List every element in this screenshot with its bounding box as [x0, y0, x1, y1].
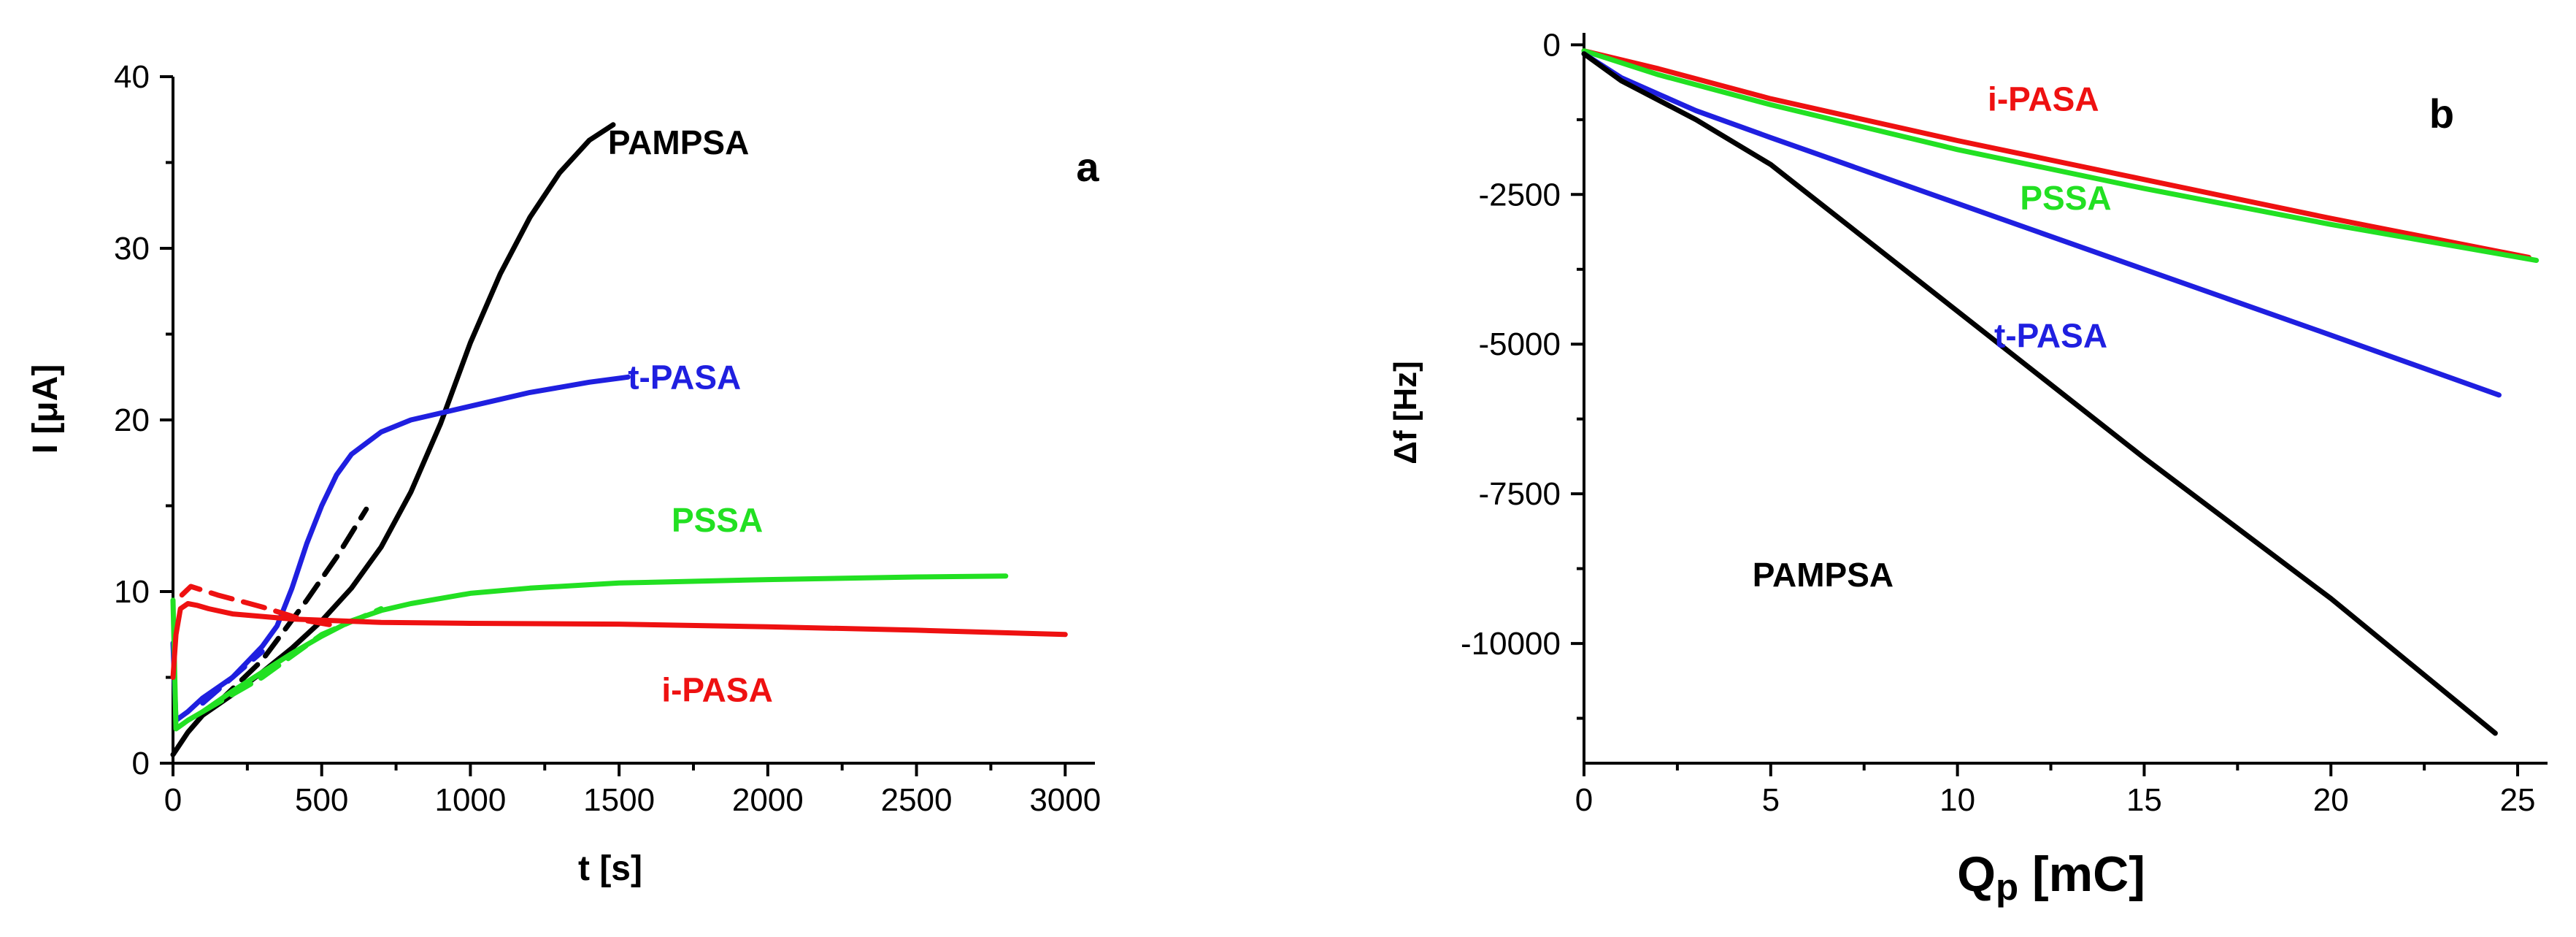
panel-b-x-tick-label: 10	[1939, 782, 1975, 818]
panel-a-series-i-pasa-dashed	[179, 584, 339, 629]
panel-a-series-pampsa	[170, 122, 616, 757]
panel-b-y-tick-label: -7500	[1478, 476, 1561, 512]
panel-a-y-tick-label: 20	[114, 402, 150, 438]
panel-b-series-pssa	[1581, 48, 2540, 263]
panel-a-chart: 0 500 1000 1500 2000 2500 3000 0 10 20 30 40 PAMPSA t…	[26, 59, 1101, 888]
panel-a-series-t-pasa-dashed	[200, 649, 265, 706]
panel-b-letter: b	[2429, 91, 2454, 137]
panel-a-series-i-pasa	[170, 601, 1068, 680]
panel-a-x-tick-label: 500	[295, 782, 348, 818]
panel-a-y-tick-label: 40	[114, 59, 150, 95]
panel-a-x-tick-label: 0	[164, 782, 182, 818]
panel-b-series-pampsa	[1581, 51, 2498, 736]
panel-b-label-t-pasa: t-PASA	[1994, 316, 2107, 354]
panel-b-series-t-pasa	[1581, 51, 2502, 398]
panel-b-x-tick-label: 25	[2500, 782, 2536, 818]
panel-a-y-tick-label: 0	[132, 746, 150, 781]
panel-b-chart: 0 5 10 15 20 25 0 -2500 -5000 -7500 -10000 i-PASA PS…	[1388, 27, 2548, 908]
panel-a-label-i-pasa: i-PASA	[661, 670, 773, 708]
panel-b-label-i-pasa: i-PASA	[1988, 80, 2099, 118]
panel-b-label-pampsa: PAMPSA	[1753, 556, 1893, 594]
panel-a-x-tick-label: 2500	[881, 782, 953, 818]
panel-a-y-axis-label: I [μA]	[26, 364, 65, 454]
panel-b-y-axis-label: Δf [Hz]	[1388, 361, 1423, 464]
panel-a-x-tick-label: 2000	[732, 782, 804, 818]
panel-a-y-tick-label: 30	[114, 231, 150, 267]
panel-a-label-t-pasa: t-PASA	[628, 359, 741, 397]
panel-a-y-tick-label: 10	[114, 574, 150, 610]
panel-a-x-tick-label: 3000	[1029, 782, 1101, 818]
panel-a-series-pampsa-dashed	[215, 506, 369, 706]
panel-a-label-pampsa: PAMPSA	[608, 123, 749, 161]
panel-b-x-axis-label: Qp [mC]	[1957, 846, 2145, 908]
panel-b-y-tick-label: -10000	[1461, 626, 1561, 662]
panel-a-x-tick-label: 1000	[434, 782, 506, 818]
panel-b-x-tick-label: 15	[2126, 782, 2162, 818]
panel-b-x-tick-label: 0	[1575, 782, 1593, 818]
panel-b-x-tick-label: 20	[2313, 782, 2349, 818]
panel-b-series-i-pasa	[1581, 48, 2531, 260]
panel-b-x-tick-label: 5	[1762, 782, 1780, 818]
panel-a-label-pssa: PSSA	[672, 501, 763, 539]
panel-b-y-tick-label: 0	[1543, 27, 1561, 63]
panel-b-label-pssa: PSSA	[2020, 179, 2111, 217]
panel-b-y-tick-label: -2500	[1478, 177, 1561, 213]
panel-a-x-axis-label: t [s]	[578, 849, 642, 888]
panel-a-letter: a	[1076, 144, 1099, 190]
panel-b-y-tick-label: -5000	[1478, 326, 1561, 362]
panel-a-x-tick-label: 1500	[583, 782, 655, 818]
panel-a-series-t-pasa	[170, 374, 631, 723]
